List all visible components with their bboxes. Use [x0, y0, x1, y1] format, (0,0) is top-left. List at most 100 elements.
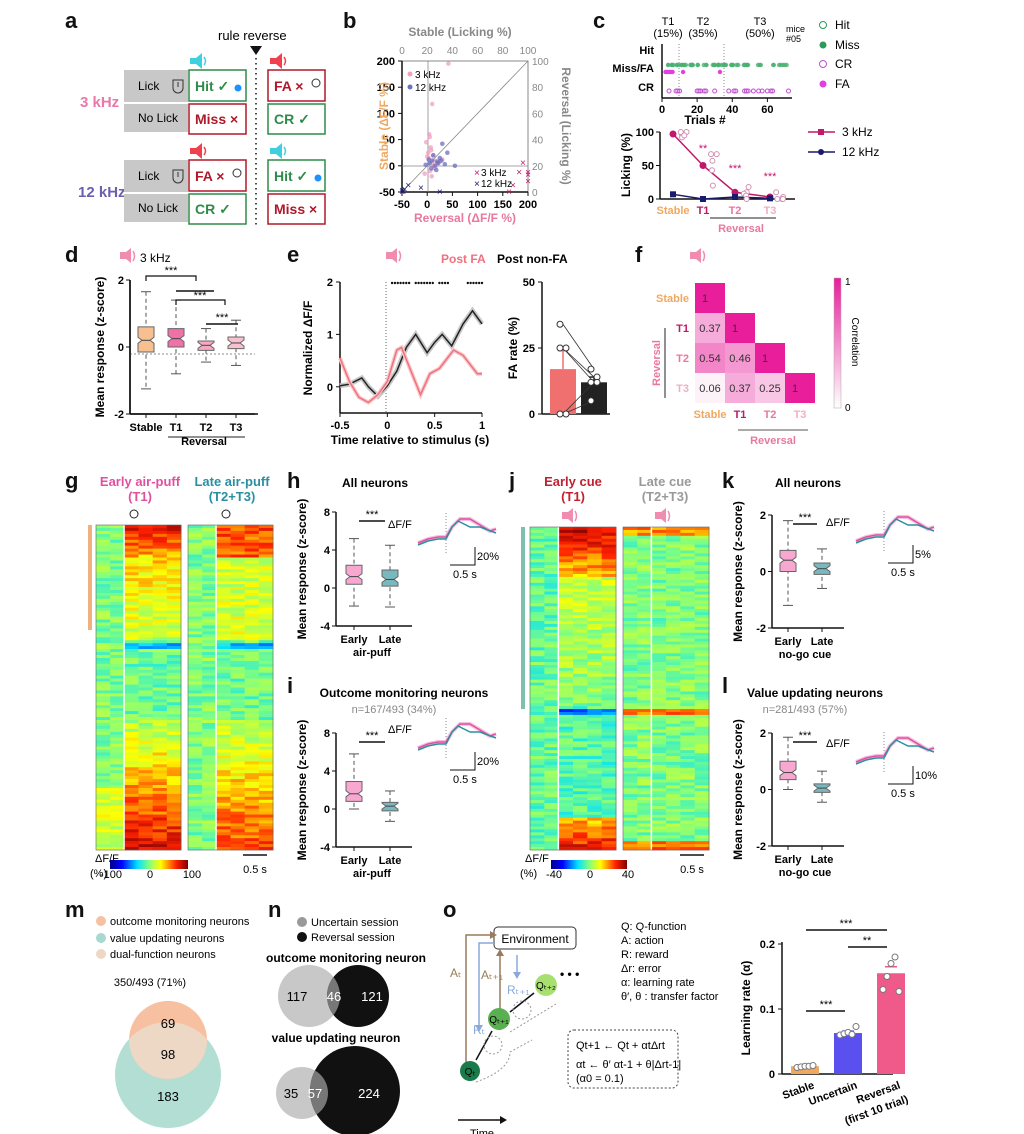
heatmap-row — [530, 603, 545, 607]
heatmap-row — [558, 829, 574, 833]
heatmap-row — [110, 560, 125, 564]
heatmap-row — [188, 587, 203, 591]
heatmap-row — [244, 530, 260, 535]
heatmap-row — [216, 696, 231, 700]
heatmap-row — [152, 569, 168, 573]
heatmap-row — [216, 592, 231, 597]
venn-count: 98 — [161, 1047, 175, 1062]
heatmap-row — [680, 641, 696, 645]
heatmap-row — [258, 569, 274, 573]
licking-marker: × — [405, 180, 411, 191]
heatmap-row — [202, 820, 217, 824]
group-label: no-go cue — [779, 649, 832, 661]
heatmap-row — [188, 720, 203, 724]
heatmap-row — [558, 711, 574, 716]
scale-bar — [888, 545, 914, 564]
heatmap-row — [152, 663, 168, 668]
box — [167, 328, 185, 348]
heatmap-row — [601, 814, 617, 818]
heatmap-row — [573, 641, 588, 645]
heatmap-row — [138, 675, 154, 679]
heatmap-row — [96, 572, 111, 576]
heatmap-row — [623, 679, 638, 683]
heatmap-row — [680, 835, 696, 839]
heatmap-row — [202, 787, 217, 792]
heatmap-row — [166, 808, 182, 812]
heatmap-row — [216, 660, 231, 665]
heatmap-row — [188, 832, 203, 836]
heatmap-row — [216, 584, 231, 588]
heatmap-row — [694, 632, 710, 636]
cbar-tick: 0 — [147, 869, 153, 881]
heatmap-row — [558, 612, 574, 616]
heatmap-row — [258, 725, 274, 730]
heatmap-row — [188, 637, 203, 641]
heatmap-cell — [755, 373, 785, 403]
heatmap-row — [202, 779, 217, 783]
heatmap-row — [258, 631, 274, 635]
heatmap-row — [623, 629, 638, 634]
heatmap-row — [110, 847, 125, 851]
heatmap-row — [244, 678, 260, 682]
heatmap-row — [138, 752, 154, 756]
heatmap-row — [244, 652, 260, 656]
sig-dot — [393, 281, 397, 285]
heatmap-row — [544, 814, 560, 818]
heatmap-row — [188, 666, 203, 671]
heatmap-row — [666, 626, 681, 631]
heatmap-row — [202, 699, 217, 703]
licking-marker: × — [525, 177, 531, 188]
heatmap-row — [558, 805, 574, 810]
heatmap-row — [166, 678, 182, 682]
heatmap-row — [651, 618, 667, 622]
heatmap-row — [244, 696, 260, 700]
heatmap-row — [623, 615, 638, 619]
heatmap-row — [530, 726, 545, 730]
heatmap-row — [202, 764, 217, 768]
heatmap-row — [530, 688, 545, 692]
heatmap-row — [544, 776, 560, 780]
action-t-label: Aₜ — [450, 966, 462, 980]
heatmap-row — [573, 808, 588, 813]
heatmap-row — [651, 738, 667, 742]
heatmap-row — [230, 761, 246, 765]
heatmap-row — [587, 756, 603, 760]
heatmap-row — [623, 738, 638, 742]
heatmap-row — [244, 572, 260, 576]
heatmap-row — [166, 761, 182, 765]
heatmap-row — [202, 584, 217, 588]
water-drop-icon — [314, 174, 322, 182]
right-tick: 20 — [532, 162, 544, 173]
heatmap-row — [544, 565, 560, 569]
heatmap-row — [637, 644, 653, 648]
heatmap-row — [601, 761, 617, 766]
heatmap-row — [623, 735, 638, 739]
heatmap-row — [216, 740, 231, 744]
heatmap-row — [601, 544, 617, 548]
legend-x-12k: 12 kHz — [481, 179, 512, 190]
heatmap-row — [216, 702, 231, 706]
heatmap-row — [166, 802, 182, 806]
heatmap-row — [110, 835, 125, 839]
heatmap-row — [152, 657, 168, 662]
heatmap-row — [694, 527, 710, 531]
y-tick: 200 — [377, 56, 395, 68]
heatmap-row — [544, 609, 560, 613]
heatmap-row — [138, 731, 154, 736]
heatmap-row — [573, 791, 588, 795]
scale-y: 20% — [477, 551, 499, 563]
heatmap-row — [623, 635, 638, 639]
heatmap-row — [530, 568, 545, 572]
heatmap-row — [96, 841, 111, 845]
heatmap-row — [623, 811, 638, 816]
heatmap-row — [96, 622, 111, 626]
scatter-point — [433, 167, 439, 173]
heatmap-row — [230, 536, 246, 541]
heatmap-row — [694, 717, 710, 722]
heatmap-row — [230, 808, 246, 812]
heatmap-row — [258, 749, 274, 753]
heatmap-row — [152, 746, 168, 750]
heatmap-row — [573, 588, 588, 592]
heatmap-row — [530, 791, 545, 795]
heatmap-row — [152, 634, 168, 638]
